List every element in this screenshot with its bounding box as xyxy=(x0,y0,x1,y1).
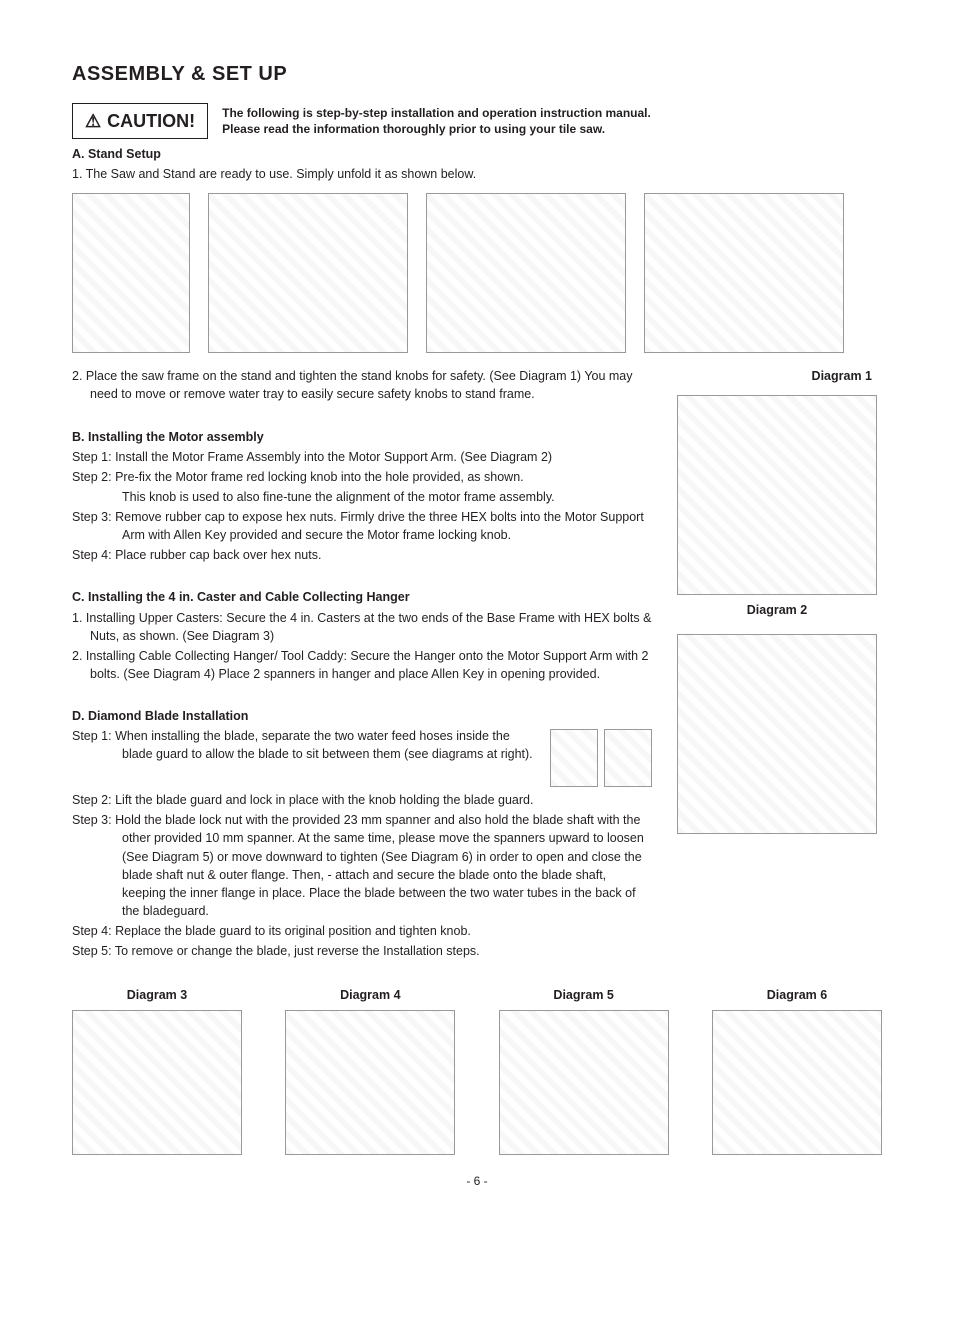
section-d-step-2: Step 2: Lift the blade guard and lock in… xyxy=(72,791,652,809)
section-b-heading: B. Installing the Motor assembly xyxy=(72,428,652,446)
unfold-diagram-4 xyxy=(644,193,844,353)
right-column: Diagram 1 Diagram 2 xyxy=(672,367,882,962)
diagram-1-label: Diagram 1 xyxy=(812,367,882,385)
diagram-3-label: Diagram 3 xyxy=(127,986,187,1004)
page-title: ASSEMBLY & SET UP xyxy=(72,60,882,89)
inline-diagram-2 xyxy=(604,729,652,787)
inline-diagram-group xyxy=(550,729,652,787)
caution-word: CAUTION! xyxy=(107,108,195,134)
section-b-step-4: Step 4: Place rubber cap back over hex n… xyxy=(72,546,652,564)
section-b-step-1: Step 1: Install the Motor Frame Assembly… xyxy=(72,448,652,466)
section-c-heading: C. Installing the 4 in. Caster and Cable… xyxy=(72,588,652,606)
section-b-step-2b: This knob is used to also fine-tune the … xyxy=(72,488,652,506)
diagram-2 xyxy=(677,634,877,834)
unfold-diagram-3 xyxy=(426,193,626,353)
diagram-4-label: Diagram 4 xyxy=(340,986,400,1004)
left-column: 2. Place the saw frame on the stand and … xyxy=(72,367,652,962)
inline-diagram-1 xyxy=(550,729,598,787)
caution-line-1: The following is step-by-step installati… xyxy=(222,105,651,121)
diagram-1 xyxy=(677,395,877,595)
diagram-6 xyxy=(712,1010,882,1155)
unfold-diagram-1 xyxy=(72,193,190,353)
diagram-3 xyxy=(72,1010,242,1155)
section-d-step-5: Step 5: To remove or change the blade, j… xyxy=(72,942,652,960)
diagram-6-label: Diagram 6 xyxy=(767,986,827,1004)
unfold-diagram-2 xyxy=(208,193,408,353)
caution-row: ⚠ CAUTION! The following is step-by-step… xyxy=(72,103,882,139)
diagram-2-label: Diagram 2 xyxy=(747,601,807,619)
caution-line-2: Please read the information thoroughly p… xyxy=(222,121,651,137)
section-c-item-1: 1. Installing Upper Casters: Secure the … xyxy=(72,609,652,645)
caution-box: ⚠ CAUTION! xyxy=(72,103,208,139)
section-b-step-3: Step 3: Remove rubber cap to expose hex … xyxy=(72,508,652,544)
diagram-5-group: Diagram 5 xyxy=(499,986,669,1155)
section-b-step-2a: Step 2: Pre-fix the Motor frame red lock… xyxy=(72,468,652,486)
diagram-5-label: Diagram 5 xyxy=(553,986,613,1004)
section-a-item-1: 1. The Saw and Stand are ready to use. S… xyxy=(72,165,882,183)
caution-text: The following is step-by-step installati… xyxy=(222,105,651,137)
two-column-layout: 2. Place the saw frame on the stand and … xyxy=(72,367,882,962)
section-a-item-2: 2. Place the saw frame on the stand and … xyxy=(72,367,652,403)
section-d-heading: D. Diamond Blade Installation xyxy=(72,707,652,725)
bottom-diagram-row: Diagram 3 Diagram 4 Diagram 5 Diagram 6 xyxy=(72,986,882,1155)
warning-icon: ⚠ xyxy=(85,112,101,130)
section-c-item-2: 2. Installing Cable Collecting Hanger/ T… xyxy=(72,647,652,683)
diagram-3-group: Diagram 3 xyxy=(72,986,242,1155)
diagram-4-group: Diagram 4 xyxy=(285,986,455,1155)
diagram-6-group: Diagram 6 xyxy=(712,986,882,1155)
diagram-5 xyxy=(499,1010,669,1155)
diagram-4 xyxy=(285,1010,455,1155)
page-number: - 6 - xyxy=(72,1173,882,1190)
section-d-step-3: Step 3: Hold the blade lock nut with the… xyxy=(72,811,652,920)
unfold-diagram-row xyxy=(72,193,882,353)
section-a-heading: A. Stand Setup xyxy=(72,145,882,163)
section-d-step-4: Step 4: Replace the blade guard to its o… xyxy=(72,922,652,940)
